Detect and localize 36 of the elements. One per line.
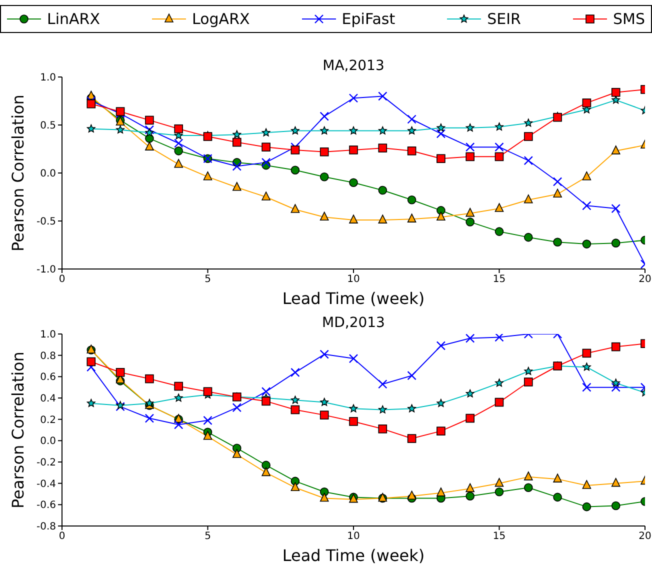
y-tick-label: 0.4 [40, 394, 56, 405]
y-tick-label: 1.0 [40, 72, 56, 84]
y-tick-label: -1.0 [36, 264, 56, 276]
y-tick-label: 0.0 [40, 436, 56, 448]
y-tick-label: 0.6 [40, 372, 56, 384]
legend-label: EpiFast [340, 10, 396, 28]
y-tick-label: -0.5 [36, 216, 56, 228]
y-tick-label: -0.6 [36, 500, 56, 512]
y-axis-title: Pearson Correlation [8, 352, 28, 508]
x-tick-label: 15 [492, 274, 506, 286]
y-tick-label: 0.2 [40, 414, 56, 426]
x-tick-label: 5 [204, 531, 211, 542]
x-axis-title: Lead Time (week) [282, 546, 425, 565]
x-axis-title: Lead Time (week) [282, 289, 425, 308]
legend-label: LogARX [191, 10, 250, 28]
y-tick-label: -0.8 [36, 522, 56, 533]
legend-label: SEIR [486, 10, 521, 28]
x-tick-label: 5 [204, 274, 211, 286]
legend-label: LinARX [46, 10, 100, 28]
y-tick-label: 0.5 [40, 120, 56, 132]
chart-title: MD,2013 [321, 315, 386, 331]
y-tick-label: -0.2 [36, 458, 56, 469]
x-tick-label: 15 [492, 531, 506, 542]
chart-title: MA,2013 [322, 58, 386, 74]
y-tick-label: 1.0 [40, 330, 56, 341]
legend-label: SMS [612, 10, 645, 28]
x-tick-label: 20 [638, 531, 652, 542]
y-tick-label: -0.4 [36, 478, 56, 490]
x-tick-label: 0 [58, 274, 66, 286]
x-tick-label: 0 [58, 531, 66, 542]
x-tick-label: 20 [638, 274, 652, 286]
x-tick-label: 10 [347, 531, 360, 542]
y-tick-label: 0.8 [40, 350, 56, 362]
y-tick-label: 0.0 [40, 168, 56, 180]
y-axis-title: Pearson Correlation [8, 94, 28, 252]
x-tick-label: 10 [347, 274, 360, 286]
